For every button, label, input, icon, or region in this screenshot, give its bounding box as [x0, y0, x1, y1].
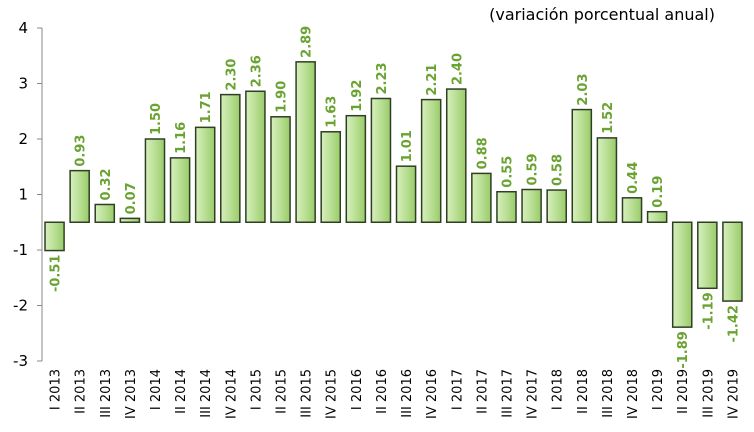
x-tick-label: III 2019	[701, 369, 716, 418]
bar	[471, 172, 492, 224]
value-label: 0.32	[99, 168, 114, 200]
x-tick-label: I 2016	[350, 369, 365, 410]
bar	[220, 93, 241, 223]
x-tick-label: I 2013	[49, 369, 64, 410]
x-tick-label: IV 2018	[626, 369, 641, 419]
bar	[44, 221, 65, 252]
x-tick-label: III 2014	[199, 369, 214, 418]
x-tick-label: IV 2015	[325, 369, 340, 419]
chart-title: (variación porcentual anual)	[489, 5, 715, 24]
value-label: 2.03	[576, 74, 591, 106]
x-tick-label: II 2017	[475, 369, 490, 414]
x-tick-label: II 2015	[275, 369, 290, 414]
x-tick-label: IV 2019	[726, 369, 741, 419]
value-label: 2.36	[249, 55, 264, 87]
value-label: 0.59	[526, 153, 541, 185]
bar	[596, 137, 618, 223]
value-label: 0.55	[500, 156, 515, 188]
value-label: -1.89	[676, 331, 691, 368]
value-label: 1.92	[350, 80, 365, 112]
value-label: 0.07	[124, 182, 139, 214]
bar	[496, 190, 517, 224]
value-label: 2.30	[224, 59, 239, 91]
x-tick-label: III 2018	[601, 369, 616, 418]
value-label: 1.16	[174, 122, 189, 154]
bar	[445, 88, 467, 223]
x-tick-label: I 2019	[651, 369, 666, 410]
y-tick-label: -3	[13, 352, 28, 370]
value-label: 0.19	[651, 176, 666, 208]
x-tick-label: I 2015	[249, 369, 264, 410]
value-label: -1.42	[726, 305, 741, 342]
bar	[119, 217, 141, 224]
value-label: -1.19	[701, 292, 716, 329]
y-tick-label: -1	[13, 241, 28, 259]
y-tick-label: 4	[18, 19, 28, 37]
value-label: 0.93	[74, 135, 89, 167]
bar	[646, 210, 668, 224]
bar	[571, 108, 593, 223]
value-label: 0.88	[475, 137, 490, 169]
x-tick-label: IV 2016	[425, 369, 440, 419]
y-tick-label: 2	[18, 130, 28, 148]
value-label: 2.23	[375, 62, 390, 94]
x-tick-label: III 2016	[400, 369, 415, 418]
bar	[69, 169, 90, 223]
value-label: 2.21	[425, 64, 440, 96]
x-tick-label: II 2014	[174, 369, 189, 414]
bar	[270, 116, 291, 223]
value-label: 0.58	[551, 154, 566, 186]
bar	[722, 221, 743, 302]
value-label: 1.71	[199, 91, 214, 123]
x-tick-label: I 2014	[149, 369, 164, 410]
value-label: 1.01	[400, 130, 415, 162]
bar	[671, 221, 693, 328]
bar	[144, 138, 166, 223]
y-tick-label: 1	[18, 186, 28, 204]
bar	[345, 114, 367, 223]
bar	[295, 61, 316, 224]
x-tick-label: II 2018	[576, 369, 591, 414]
value-label: -0.51	[49, 255, 64, 292]
x-tick-label: III 2015	[300, 369, 315, 418]
x-tick-label: IV 2014	[224, 369, 239, 419]
value-label: 2.40	[450, 53, 465, 85]
y-tick-label: 3	[18, 75, 28, 93]
bar	[370, 97, 392, 223]
x-tick-label: II 2013	[74, 369, 89, 414]
x-tick-label: I 2018	[551, 369, 566, 410]
bar	[420, 98, 442, 223]
bar	[697, 221, 718, 290]
bar	[546, 189, 567, 223]
bar	[169, 157, 191, 223]
bar	[94, 203, 116, 224]
bar	[194, 126, 216, 223]
bar	[621, 197, 643, 224]
y-tick-label: -2	[13, 297, 28, 315]
value-label: 0.44	[626, 162, 641, 194]
x-tick-label: II 2019	[676, 369, 691, 414]
value-label: 1.50	[149, 103, 164, 135]
x-tick-label: I 2017	[450, 369, 465, 410]
x-tick-label: IV 2017	[526, 369, 541, 419]
bar	[521, 188, 542, 224]
x-tick-label: II 2016	[375, 369, 390, 414]
bar	[245, 90, 266, 223]
bar	[395, 165, 417, 224]
value-label: 2.89	[300, 26, 315, 58]
value-label: 1.90	[275, 81, 290, 113]
value-label: 1.52	[601, 102, 616, 134]
bar	[320, 131, 342, 223]
value-label: 1.63	[325, 96, 340, 128]
x-tick-label: III 2013	[99, 369, 114, 418]
x-tick-label: IV 2013	[124, 369, 139, 419]
x-tick-label: III 2017	[500, 369, 515, 418]
